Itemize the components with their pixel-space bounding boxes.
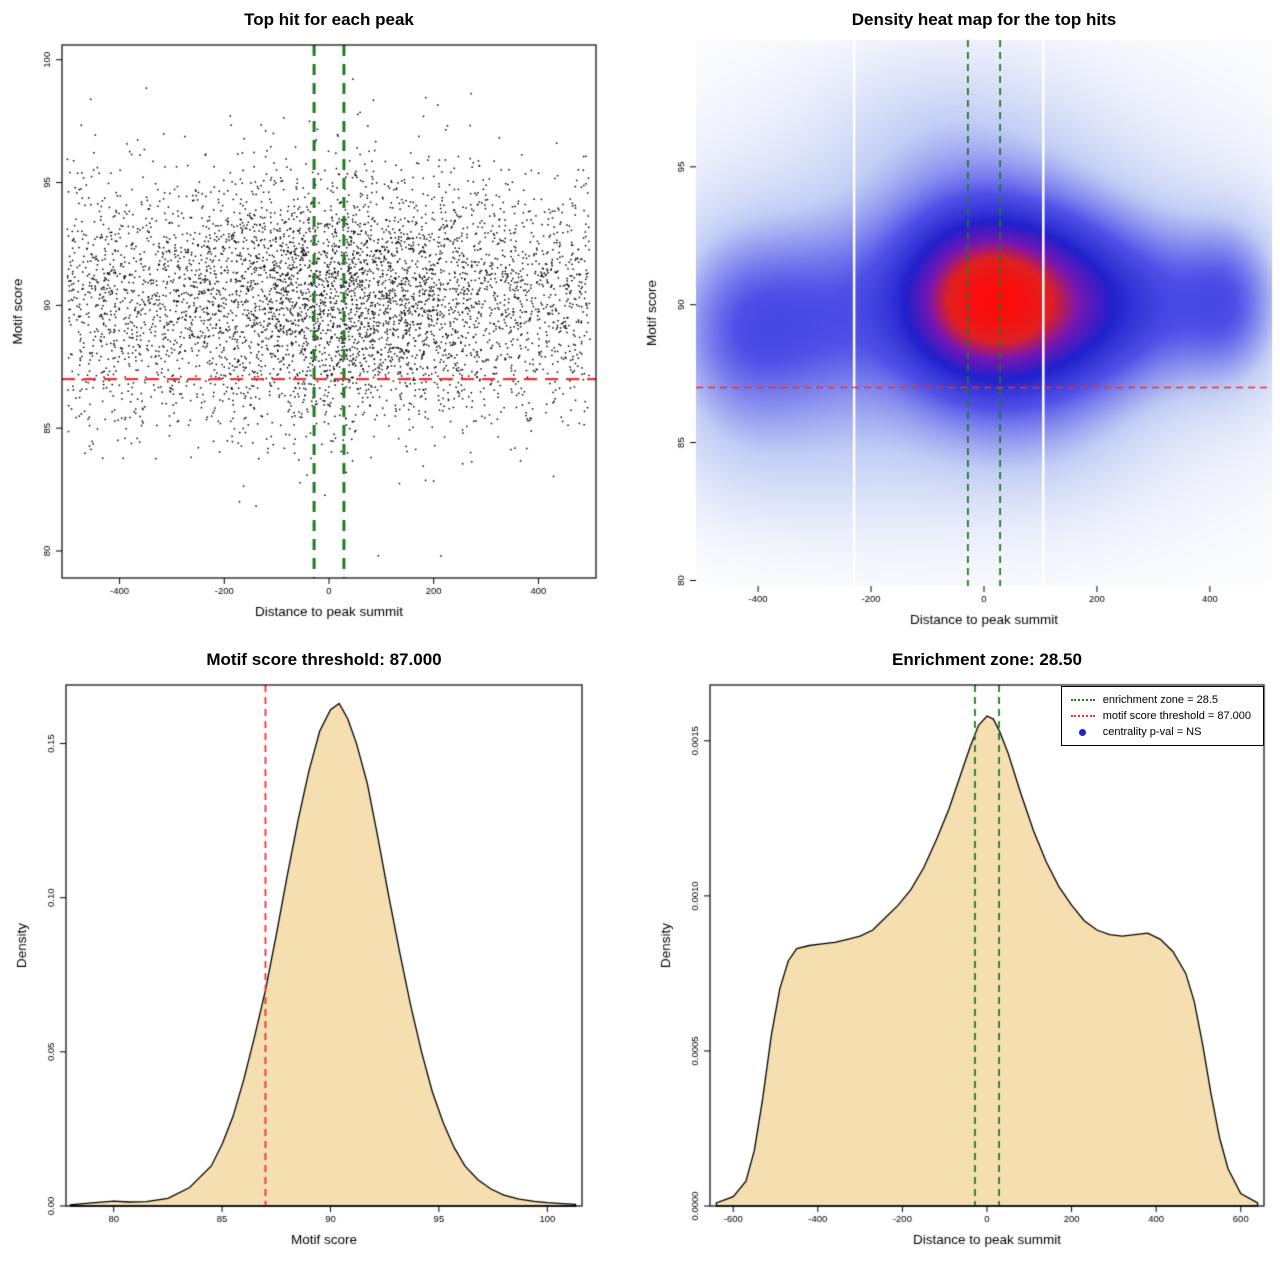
panel-distance-density: Enrichment zone: 28.50 enrichment zone =…: [640, 640, 1280, 1280]
motif-threshold-line-icon: [1070, 715, 1095, 717]
distance-density-title: Enrichment zone: 28.50: [892, 650, 1082, 669]
legend-item-centrality-pval: centrality p-val = NS: [1071, 726, 1251, 738]
centrality-pval-dot-icon: [1078, 728, 1086, 736]
scatter-plot-title: Top hit for each peak: [244, 10, 414, 29]
distance-density-canvas: [640, 640, 1280, 1280]
legend-label-centrality-pval: centrality p-val = NS: [1102, 726, 1202, 738]
score-density-title: Motif score threshold: 87.000: [206, 650, 442, 669]
panel-top-hits-scatter: Top hit for each peak: [0, 0, 640, 640]
legend-item-enrichment-zone: enrichment zone = 28.5: [1070, 694, 1251, 706]
panel-density-heatmap: Density heat map for the top hits: [640, 0, 1280, 640]
panel-motif-score-density: Motif score threshold: 87.000: [0, 640, 640, 1280]
scatter-plot-canvas: [0, 0, 640, 640]
legend-item-motif-threshold: motif score threshold = 87.000: [1070, 710, 1251, 722]
heatmap-title: Density heat map for the top hits: [851, 10, 1117, 29]
legend-label-motif-threshold: motif score threshold = 87.000: [1102, 710, 1251, 722]
heatmap-canvas: [640, 0, 1280, 640]
plot-legend: enrichment zone = 28.5 motif score thres…: [1060, 686, 1264, 746]
legend-label-enrichment-zone: enrichment zone = 28.5: [1102, 694, 1218, 706]
score-density-canvas: [0, 640, 640, 1280]
enrichment-zone-line-icon: [1070, 699, 1095, 701]
